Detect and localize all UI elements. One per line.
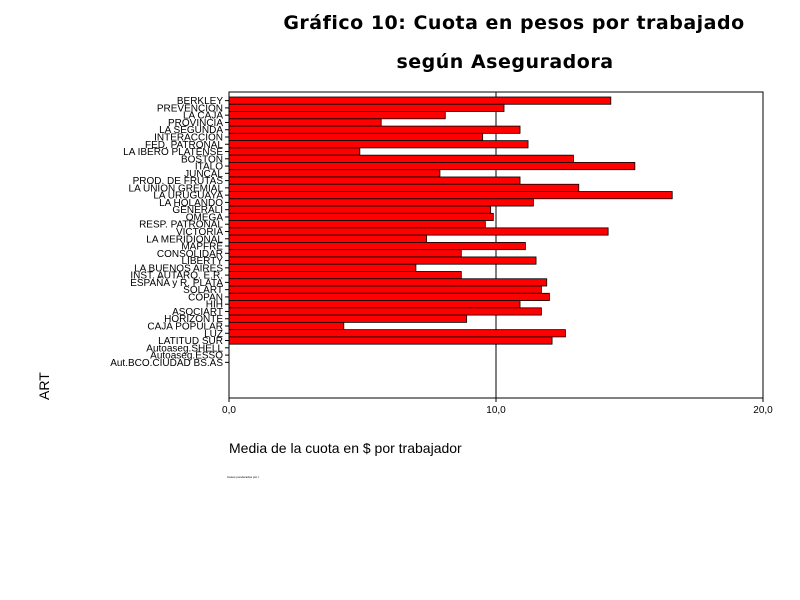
bar — [228, 321, 345, 331]
bar — [228, 300, 521, 309]
bar — [228, 103, 505, 112]
bar — [228, 220, 486, 229]
bar — [228, 140, 529, 149]
category-label: MAPFRE — [181, 242, 223, 253]
category-label: Autoaseg.ESSO — [150, 351, 223, 362]
category-label: CONSOLIDAR — [157, 249, 223, 260]
category-label: LA MERIDIONAL — [146, 234, 223, 245]
bar — [228, 212, 494, 221]
category-label: LA UNION GREMIAL — [129, 183, 224, 194]
category-label: LA URUGUAYA — [153, 191, 223, 202]
category-label: INST. AUTARQ. E.R. — [130, 271, 223, 282]
bar — [228, 198, 534, 207]
x-axis-title: Media de la cuota en $ por trabajador — [229, 440, 462, 456]
category-label: LA BUENOS AIRES — [134, 263, 223, 274]
category-label: BERKLEY — [177, 96, 223, 107]
chart-title-line2: según Aseguradora — [396, 51, 614, 73]
bar — [228, 191, 673, 200]
category-label: GENERALI — [172, 205, 223, 216]
category-label: PREVENCION — [157, 103, 223, 114]
bar — [228, 125, 521, 134]
bar — [228, 329, 566, 338]
bar — [228, 111, 446, 120]
bar — [228, 234, 427, 243]
bar — [228, 336, 553, 345]
category-label: ASOCIART — [172, 307, 223, 318]
bar — [228, 132, 484, 142]
category-label: SOLART — [183, 285, 223, 296]
bar — [228, 292, 550, 301]
category-label: FED. PATRONAL — [145, 140, 223, 151]
category-label: LATITUD SUR — [158, 336, 223, 347]
bar — [228, 307, 542, 316]
bar — [228, 147, 361, 156]
x-tick-label: 0,0 — [222, 405, 236, 416]
category-label: BOSTON — [181, 154, 223, 165]
category-label: INTERACCION — [154, 132, 223, 143]
bar — [228, 271, 462, 280]
bar — [228, 249, 462, 258]
y-axis-title: ART — [36, 372, 52, 400]
category-label: VICTORIA — [176, 227, 223, 238]
category-label: RESP. PATRONAL — [139, 220, 223, 231]
category-label: Autoaseg.SHELL — [146, 343, 223, 354]
category-label: ESPAÑA y R. PLATA — [130, 276, 223, 289]
category-label: ITALO — [195, 162, 223, 173]
bar — [228, 285, 542, 294]
category-label: HORIZONTE — [164, 314, 223, 325]
category-label: JUNCAL — [184, 169, 223, 180]
category-label: LUZ — [204, 329, 223, 340]
bar — [228, 256, 537, 265]
x-tick-label: 20,0 — [753, 405, 773, 416]
bar — [228, 241, 526, 251]
category-label: COPAN — [188, 292, 223, 303]
bar — [228, 183, 580, 192]
chart-title-line1: Gráfico 10: Cuota en pesos por trabajado — [283, 12, 745, 34]
category-label: PROD. DE FRUTAS — [133, 176, 224, 187]
category-label: OMEGA — [186, 212, 224, 223]
bar — [228, 162, 636, 171]
category-label: LIBERTY — [182, 256, 224, 267]
category-label: PROVINCIA — [168, 118, 223, 129]
category-label: LA CAJA — [183, 111, 223, 122]
bar — [228, 154, 574, 163]
bar — [228, 176, 521, 185]
bar — [228, 227, 609, 236]
x-ticks: 0,0 10,0 20,0 — [222, 398, 773, 416]
category-label: LA HOLANDO — [159, 198, 223, 209]
x-tick-label: 10,0 — [486, 405, 506, 416]
bar — [228, 263, 417, 272]
bar — [228, 314, 468, 323]
footnote: Casos ponderados por t — [227, 475, 259, 479]
bar — [228, 278, 548, 287]
bar — [228, 96, 612, 105]
bar — [228, 205, 492, 214]
bar — [228, 169, 441, 178]
bar — [228, 118, 382, 127]
category-label: LA IBERO PLATENSE — [123, 147, 223, 158]
category-label: Aut.BCO.CIUDAD BS.AS — [110, 358, 223, 369]
category-label: LA SEGUNDA — [159, 125, 223, 136]
category-label: HIH — [206, 300, 223, 311]
category-label: CAJA POPULAR — [147, 322, 223, 333]
